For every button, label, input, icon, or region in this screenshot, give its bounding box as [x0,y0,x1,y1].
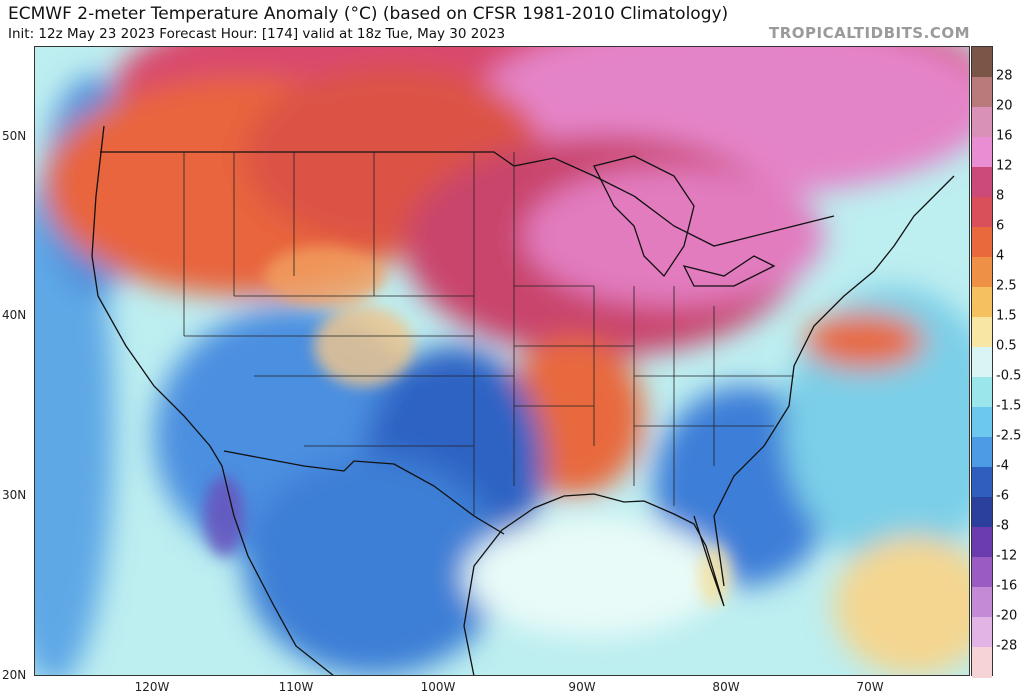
colorbar-tick-label: -16 [996,578,1018,594]
colorbar-segment [972,77,992,108]
us-mexico-border [223,450,505,535]
colorbar-segment [972,497,992,528]
lon-label-120w: 120W [134,680,170,694]
west-coast-outline [91,125,335,676]
colorbar-tick-label: -20 [996,608,1018,624]
colorbar-segment [972,527,992,558]
east-coast-outline [713,175,955,587]
colorbar-tick-label: 6 [996,218,1005,234]
colorbar-segment [972,47,992,78]
colorbar-segment [972,317,992,348]
colorado-mixed [314,306,414,386]
colorbar-tick-label: -1.5 [996,398,1022,414]
lon-label-100w: 100W [420,680,456,694]
colorbar-tick-label: -0.5 [996,368,1022,384]
colorbar [971,46,993,678]
brand-watermark[interactable]: TROPICALTIDBITS.COM [769,24,970,42]
colorbar-segment [972,257,992,288]
colorbar-segment [972,647,992,678]
lon-label-80w: 80W [712,680,740,694]
colorbar-segment [972,287,992,318]
colorbar-tick-label: 1.5 [996,308,1017,324]
colorbar-tick-label: 28 [996,68,1013,84]
colorbar-tick-label: 8 [996,188,1005,204]
colorbar-tick-label: 2.5 [996,278,1017,294]
lat-label-50n: 50N [2,129,27,143]
atlantic-warm-patch [804,313,924,369]
great-lakes-warm [524,166,824,306]
colorbar-segment [972,227,992,258]
great-lakes-outline [593,155,776,287]
lon-label-90w: 90W [568,680,596,694]
map-subtitle: Init: 12z May 23 2023 Forecast Hour: [17… [8,26,506,42]
state-line [183,152,794,516]
rockies-warm-patch [264,246,384,306]
colorbar-tick-label: -2.5 [996,428,1022,444]
lat-label-30n: 30N [2,488,27,502]
anomaly-map [34,46,970,676]
colorbar-tick-label: -4 [996,458,1009,474]
colorbar-tick-label: -8 [996,518,1009,534]
colorbar-segment [972,107,992,138]
lon-label-110w: 110W [278,680,314,694]
colorbar-tick-label: -28 [996,638,1018,654]
colorbar-segment [972,587,992,618]
colorbar-tick-label: 0.5 [996,338,1017,354]
colorbar-segment [972,467,992,498]
colorbar-segment [972,377,992,408]
colorbar-segment [972,617,992,648]
colorbar-segment [972,437,992,468]
colorbar-tick-label: -12 [996,548,1018,564]
us-canada-border [100,151,835,247]
lon-label-70w: 70W [856,680,884,694]
colorbar-segment [972,167,992,198]
lat-label-20n: 20N [2,668,27,682]
map-title: ECMWF 2-meter Temperature Anomaly (°C) (… [8,4,729,24]
caribbean-warm [834,536,970,676]
colorbar-tick-label: 16 [996,128,1013,144]
mexico-cool-anomaly [244,456,504,676]
colorbar-segment [972,137,992,168]
colorbar-tick-label: 4 [996,248,1005,264]
colorbar-segment [972,347,992,378]
colorbar-tick-label: -6 [996,488,1009,504]
colorbar-segment [972,407,992,438]
lat-label-40n: 40N [2,308,27,322]
colorbar-tick-label: 12 [996,158,1013,174]
colorbar-tick-label: 20 [996,98,1013,114]
baja-purple [204,476,244,556]
colorbar-segment [972,557,992,588]
gulf-coast-outline [463,493,725,676]
map-frame [34,46,970,676]
colorbar-segment [972,197,992,228]
gulf-neutral [464,516,724,636]
